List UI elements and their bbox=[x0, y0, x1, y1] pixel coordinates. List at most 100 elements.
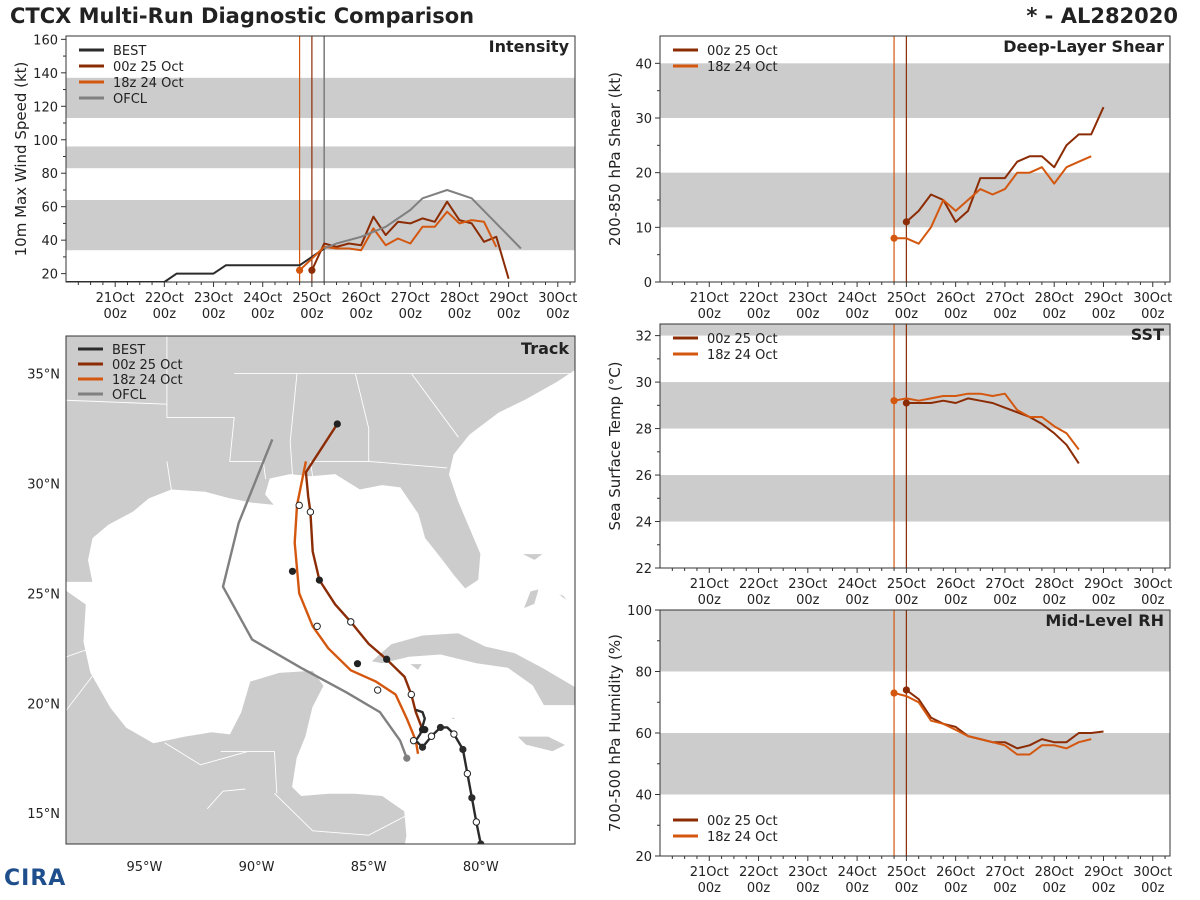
intensity-xtick-day: 26Oct bbox=[342, 291, 381, 306]
shear-xtick-hour: 00z bbox=[1141, 307, 1165, 322]
sst-xtick-day: 29Oct bbox=[1084, 577, 1123, 592]
sst-xtick-hour: 00z bbox=[845, 593, 869, 608]
intensity-ytick-label: 120 bbox=[33, 100, 58, 115]
bahamas-island bbox=[522, 588, 540, 610]
sst-xtick-hour: 00z bbox=[698, 593, 722, 608]
intensity-panel: 2040608010012014016021Oct00z22Oct00z23Oc… bbox=[12, 33, 577, 322]
track-point-best bbox=[472, 818, 481, 826]
intensity-legend-label: 18z 24 Oct bbox=[113, 76, 184, 91]
shear-xtick-day: 25Oct bbox=[887, 291, 926, 306]
shear-panel: 01020304021Oct00z22Oct00z23Oct00z24Oct00… bbox=[606, 35, 1172, 322]
intensity-legend-label: BEST bbox=[113, 44, 146, 59]
intensity-title: Intensity bbox=[489, 37, 570, 56]
sst-panel: 22242628303221Oct00z22Oct00z23Oct00z24Oc… bbox=[606, 323, 1172, 608]
track-legend-label: 00z 25 Oct bbox=[112, 358, 183, 373]
track-point-best bbox=[418, 743, 427, 751]
cayman-island bbox=[449, 717, 458, 721]
shear-ylabel: 200-850 hPa Shear (kt) bbox=[606, 72, 624, 246]
intensity-marker-00z-25-oct bbox=[308, 266, 316, 274]
track-point-best bbox=[427, 732, 436, 740]
track-point-18z-24-oct bbox=[313, 622, 321, 630]
shear-line-00z-25-oct bbox=[905, 106, 1105, 223]
rh-xtick-hour: 00z bbox=[1043, 881, 1067, 896]
rh-xtick-day: 29Oct bbox=[1084, 865, 1123, 880]
shear-legend-label: 18z 24 Oct bbox=[707, 60, 778, 75]
intensity-xtick-hour: 00z bbox=[399, 307, 423, 322]
intensity-xtick-day: 24Oct bbox=[243, 291, 282, 306]
intensity-xtick-hour: 00z bbox=[497, 307, 521, 322]
intensity-xtick-day: 23Oct bbox=[194, 291, 233, 306]
intensity-xtick-hour: 00z bbox=[448, 307, 472, 322]
track-point-00z-25-oct bbox=[347, 618, 355, 626]
track-lat-label: 35°N bbox=[27, 367, 60, 382]
rh-xtick-hour: 00z bbox=[993, 881, 1017, 896]
state-border bbox=[66, 399, 167, 405]
track-lat-label: 25°N bbox=[27, 587, 60, 602]
intensity-series-group bbox=[66, 189, 522, 282]
track-point-00z-25-oct bbox=[418, 726, 427, 734]
track-point-18z-24-oct bbox=[409, 736, 418, 745]
rh-ytick-label: 20 bbox=[635, 850, 652, 865]
shear-ytick-label: 20 bbox=[635, 167, 652, 182]
sst-line-18z-24-oct bbox=[893, 392, 1080, 451]
rh-xtick-hour: 00z bbox=[698, 881, 722, 896]
cuba-island bbox=[370, 632, 575, 706]
track-frame bbox=[65, 335, 576, 845]
shear-xtick-hour: 00z bbox=[845, 307, 869, 322]
rh-xtick-day: 23Oct bbox=[788, 865, 827, 880]
intensity-ytick-label: 20 bbox=[41, 268, 58, 283]
shear-xtick-hour: 00z bbox=[698, 307, 722, 322]
shear-xtick-day: 23Oct bbox=[788, 291, 827, 306]
sst-xtick-day: 26Oct bbox=[936, 577, 975, 592]
sst-ytick-label: 28 bbox=[635, 423, 652, 438]
track-lat-label: 20°N bbox=[27, 697, 60, 712]
jamaica-island bbox=[515, 735, 567, 753]
sst-xtick-hour: 00z bbox=[944, 593, 968, 608]
track-lon-label: 95°W bbox=[127, 860, 163, 875]
track-line-ofcl bbox=[221, 438, 408, 759]
intensity-xtick-day: 29Oct bbox=[489, 291, 528, 306]
intensity-line-ofcl bbox=[323, 189, 522, 250]
shear-xtick-day: 30Oct bbox=[1133, 291, 1172, 306]
rh-band bbox=[660, 733, 1170, 795]
track-point-00z-25-oct bbox=[315, 576, 323, 584]
sst-ytick-label: 24 bbox=[635, 516, 652, 531]
shear-series-group bbox=[890, 106, 1105, 245]
usa-landmass bbox=[66, 336, 575, 590]
track-panel: 95°W 90°W 85°W 80°W 15°N 20°N 25°N 30°N 35°N Trac… bbox=[27, 335, 576, 875]
shear-xtick-hour: 00z bbox=[993, 307, 1017, 322]
rh-xtick-day: 21Oct bbox=[690, 865, 729, 880]
track-point-ofcl bbox=[403, 754, 411, 762]
intensity-line-best bbox=[66, 247, 325, 282]
shear-title: Deep-Layer Shear bbox=[1003, 37, 1164, 56]
shear-xtick-day: 22Oct bbox=[739, 291, 778, 306]
shear-xtick-day: 21Oct bbox=[690, 291, 729, 306]
track-point-00z-25-oct bbox=[333, 420, 341, 428]
shear-xtick-hour: 00z bbox=[747, 307, 771, 322]
intensity-legend-label: 00z 25 Oct bbox=[113, 60, 184, 75]
rh-line-18z-24-oct bbox=[893, 692, 1092, 756]
sst-xtick-day: 23Oct bbox=[788, 577, 827, 592]
rh-xtick-day: 26Oct bbox=[936, 865, 975, 880]
rh-xtick-day: 25Oct bbox=[887, 865, 926, 880]
isla-juventud bbox=[407, 663, 424, 671]
sst-xtick-day: 25Oct bbox=[887, 577, 926, 592]
sst-band bbox=[660, 382, 1170, 429]
track-point-best bbox=[459, 745, 467, 754]
intensity-xtick-hour: 00z bbox=[251, 307, 275, 322]
sst-xtick-hour: 00z bbox=[1141, 593, 1165, 608]
intensity-marker-18z-24-oct bbox=[295, 266, 304, 274]
intensity-ylabel: 10m Max Wind Speed (kt) bbox=[12, 62, 30, 257]
shear-ytick-label: 30 bbox=[635, 112, 652, 127]
sst-legend-label: 18z 24 Oct bbox=[707, 348, 778, 363]
sst-xtick-hour: 00z bbox=[895, 593, 919, 608]
shear-marker-18z-24-oct bbox=[890, 234, 898, 242]
rh-ytick-label: 40 bbox=[635, 789, 652, 804]
intensity-xtick-day: 21Oct bbox=[96, 291, 135, 306]
intensity-xtick-day: 28Oct bbox=[440, 291, 479, 306]
track-point-18z-24-oct bbox=[295, 501, 303, 510]
state-border bbox=[289, 373, 298, 475]
sst-marker-18z-24-oct bbox=[890, 397, 898, 405]
track-point-18z-24-oct bbox=[288, 567, 297, 575]
intensity-ytick-label: 140 bbox=[33, 67, 58, 82]
